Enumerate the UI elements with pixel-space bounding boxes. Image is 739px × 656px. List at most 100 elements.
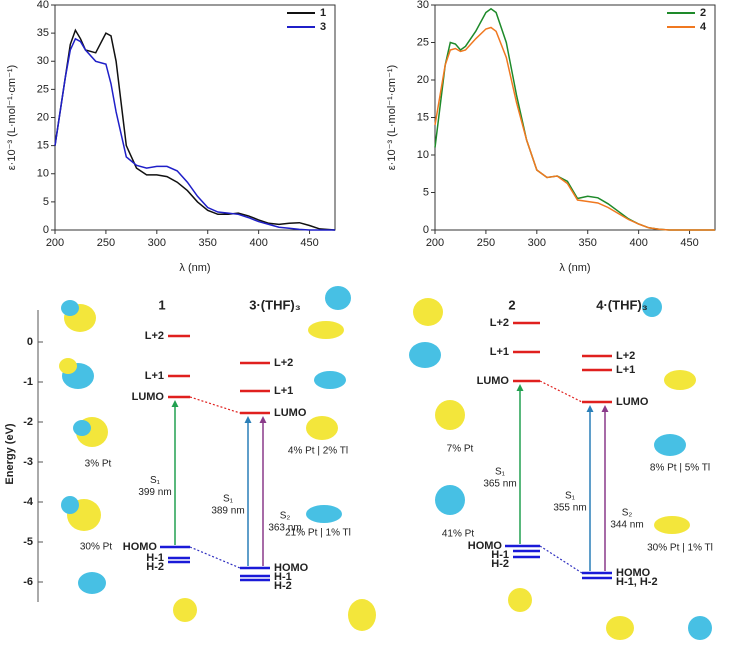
transition-wavelength: 389 nm <box>211 506 244 517</box>
y-tick-label: 15 <box>417 111 429 123</box>
x-tick-label: 450 <box>680 237 698 249</box>
y-tick-label: 5 <box>423 186 429 198</box>
annotation: 4% Pt | 2% Tl <box>288 446 348 457</box>
level-label: LUMO <box>132 391 165 403</box>
y-tick-label: 25 <box>37 83 49 95</box>
y-tick-label: -3 <box>23 456 33 468</box>
correlation-line <box>189 546 241 569</box>
arrow-head <box>259 416 267 423</box>
y-tick-label: -5 <box>23 536 33 548</box>
y-tick-label: 0 <box>43 224 49 236</box>
orbital-lobe <box>642 297 662 317</box>
y-tick-label: -6 <box>23 576 33 588</box>
orbital-lobe <box>688 616 712 640</box>
level-label: HOMO <box>274 562 309 574</box>
arrow-head <box>244 416 252 423</box>
level-label: HOMO <box>123 541 158 553</box>
legend-label: 4 <box>700 21 707 33</box>
x-tick-label: 400 <box>249 237 267 249</box>
x-axis-label: λ (nm) <box>179 262 210 274</box>
annotation: 21% Pt | 1% Tl <box>285 528 351 539</box>
orbital-lobe <box>314 371 346 389</box>
level-label: LUMO <box>616 396 649 408</box>
series-line <box>434 26 715 231</box>
level-label: L+1 <box>616 364 635 376</box>
x-tick-label: 300 <box>528 237 546 249</box>
y-tick-label: 10 <box>37 168 49 180</box>
orbital-lobe <box>173 598 197 622</box>
series-line <box>54 28 336 231</box>
orbital-lobe <box>73 420 91 436</box>
transition-state: S₁ <box>223 494 234 505</box>
transition-wavelength: 365 nm <box>483 479 516 490</box>
transition-wavelength: 363 nm <box>268 523 301 534</box>
x-tick-label: 250 <box>477 237 495 249</box>
annotation: 30% Pt | 1% Tl <box>647 543 713 554</box>
level-label: L+2 <box>490 317 509 329</box>
y-tick-label: 0 <box>423 224 429 236</box>
y-tick-label: 25 <box>417 36 429 48</box>
level-label: L+1 <box>490 346 509 358</box>
transition-wavelength: 344 nm <box>610 520 643 531</box>
orbital-lobe <box>654 516 690 534</box>
level-label: L+2 <box>145 330 164 342</box>
series-line <box>54 37 335 231</box>
x-tick-label: 250 <box>97 237 115 249</box>
x-tick-label: 200 <box>426 237 444 249</box>
orbital-lobe <box>306 505 342 523</box>
x-tick-label: 450 <box>300 237 318 249</box>
y-tick-label: 20 <box>417 74 429 86</box>
transition-state: S₁ <box>495 467 506 478</box>
transition-state: S₂ <box>280 511 291 522</box>
y-tick-label: -2 <box>23 416 33 428</box>
x-tick-label: 400 <box>629 237 647 249</box>
orbital-lobe <box>61 496 79 514</box>
annotation: 41% Pt <box>442 529 474 540</box>
transition-state: S₂ <box>622 508 633 519</box>
orbital-lobe <box>308 321 344 339</box>
legend-label: 1 <box>320 7 326 19</box>
transition-wavelength: 355 nm <box>553 503 586 514</box>
arrow-head <box>171 400 179 407</box>
annotation: 30% Pt <box>80 542 112 553</box>
y-tick-label: 10 <box>417 149 429 161</box>
column-title: 2 <box>508 297 515 312</box>
y-axis-label: ε·10⁻³ (L·mol⁻¹·cm⁻¹) <box>6 65 18 170</box>
level-label: H-2 <box>274 580 292 592</box>
level-label: HOMO <box>616 567 651 579</box>
orbital-lobe <box>61 300 79 316</box>
annotation: 3% Pt <box>85 459 112 470</box>
orbital-lobe <box>306 416 338 440</box>
x-tick-label: 350 <box>199 237 217 249</box>
level-label: H-1, H-2 <box>616 576 658 588</box>
arrow-head <box>586 405 594 412</box>
orbital-lobe <box>435 485 465 515</box>
y-tick-label: 30 <box>417 0 429 11</box>
level-label: H-1 <box>274 571 292 583</box>
y-tick-label: 40 <box>37 0 49 11</box>
x-tick-label: 300 <box>148 237 166 249</box>
correlation-line <box>539 545 583 574</box>
level-label: H-1 <box>146 552 164 564</box>
correlation-line <box>539 380 583 403</box>
transition-state: S₁ <box>150 475 161 486</box>
level-label: L+1 <box>145 370 164 382</box>
y-tick-label: 20 <box>37 111 49 123</box>
level-label: H-1 <box>491 549 509 561</box>
transition-wavelength: 399 nm <box>138 487 171 498</box>
orbital-lobe <box>654 434 686 456</box>
arrow-head <box>601 405 609 412</box>
level-label: L+2 <box>616 350 635 362</box>
x-axis-label: λ (nm) <box>559 262 590 274</box>
level-label: H-2 <box>146 561 164 573</box>
orbital-sketches <box>59 286 712 640</box>
level-label: HOMO <box>468 540 503 552</box>
orbital-lobe <box>325 286 351 310</box>
level-label: L+2 <box>274 357 293 369</box>
orbital-lobe <box>664 370 696 390</box>
y-tick-label: 35 <box>37 27 49 39</box>
legend-label: 2 <box>700 7 706 19</box>
orbital-lobe <box>59 358 77 374</box>
